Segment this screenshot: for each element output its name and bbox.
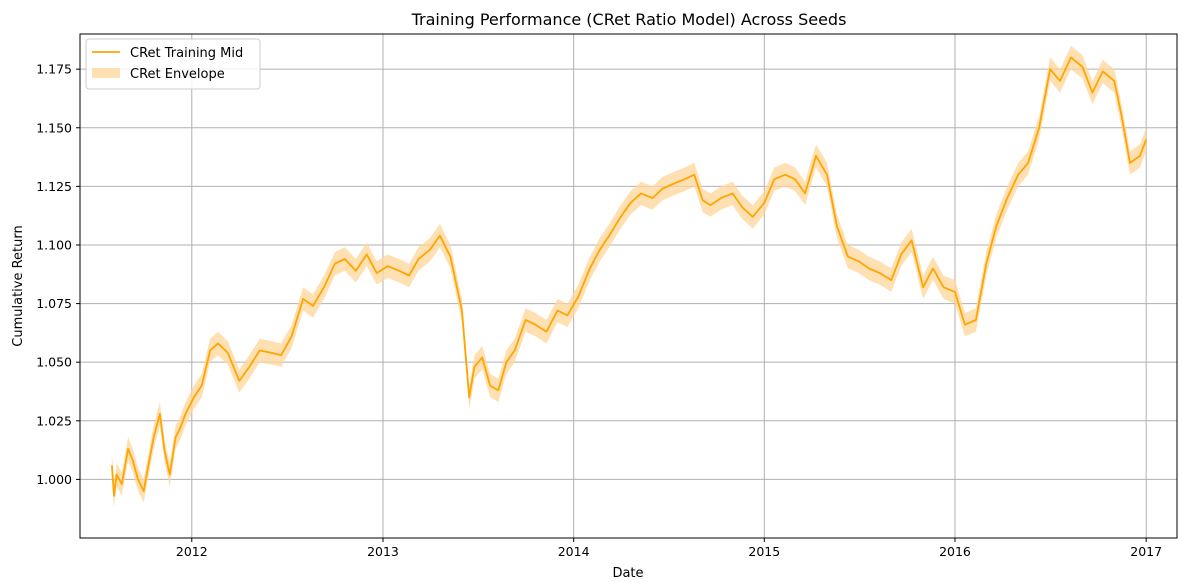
y-axis-label: Cumulative Return — [11, 225, 26, 346]
x-tick-label: 2015 — [748, 544, 780, 559]
y-tick-label: 1.150 — [36, 120, 72, 135]
y-tick-label: 1.100 — [36, 237, 72, 252]
y-tick-label: 1.025 — [36, 413, 72, 428]
chart-title: Training Performance (CRet Ratio Model) … — [411, 10, 847, 29]
plot-frame — [79, 33, 1178, 539]
envelope-band — [111, 45, 1147, 508]
x-tick-label: 2017 — [1130, 544, 1162, 559]
legend-label-mid: CRet Training Mid — [130, 46, 243, 61]
x-tick-label: 2013 — [367, 544, 399, 559]
x-tick-label: 2014 — [558, 544, 590, 559]
y-axis-ticks: 1.000 1.025 1.050 1.075 1.100 1.125 1.150 1.175 — [36, 62, 80, 487]
x-tick-label: 2012 — [176, 544, 208, 559]
legend-label-envelope: CRet Envelope — [130, 67, 225, 82]
legend-band-swatch — [92, 68, 120, 78]
y-tick-label: 1.125 — [36, 179, 72, 194]
plot-area — [111, 45, 1148, 508]
training-mid-line — [111, 56, 1148, 497]
y-tick-label: 1.075 — [36, 296, 72, 311]
x-axis-ticks: 2012 2013 2014 2015 2016 2017 — [176, 538, 1162, 559]
y-tick-label: 1.000 — [36, 472, 72, 487]
y-tick-label: 1.175 — [36, 62, 72, 77]
x-axis-label: Date — [612, 566, 643, 581]
legend-box — [85, 38, 261, 90]
grid — [80, 34, 1177, 538]
legend: CRet Training Mid CRet Envelope — [85, 38, 261, 90]
x-tick-label: 2016 — [939, 544, 971, 559]
y-tick-label: 1.050 — [36, 355, 72, 370]
